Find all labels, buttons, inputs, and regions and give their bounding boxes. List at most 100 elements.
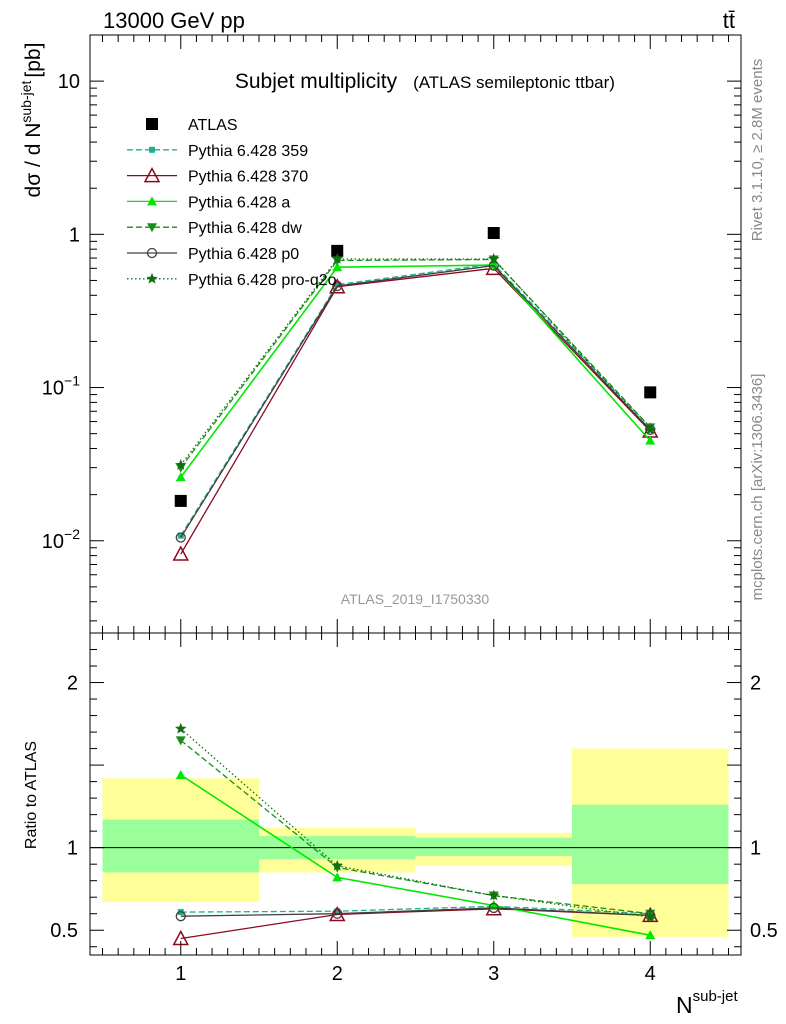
ratio-line-pdw [180, 739, 651, 915]
series-p359 [177, 261, 654, 539]
ratio-line-p359 [180, 905, 651, 915]
analysis-label: ATLAS_2019_I1750330 [341, 591, 490, 607]
legend-marker-pq2o [146, 272, 158, 284]
ratio-y-tick-label: 2 [67, 673, 78, 695]
ratio-point-pq2o [644, 911, 656, 922]
series-atlas [174, 227, 657, 507]
x-tick-label: 4 [645, 963, 656, 985]
legend: ATLAS Pythia 6.428 359 Pythia 6.428 370 Pyt… [127, 117, 337, 289]
legend-label: Pythia 6.428 pro-q2o [188, 272, 337, 289]
legend-item: Pythia 6.428 359 [127, 143, 308, 160]
legend-label: Pythia 6.428 370 [188, 169, 308, 186]
series-line-p370 [180, 267, 651, 555]
ratio-point-pa [488, 900, 499, 910]
data-point-pq2o [331, 253, 343, 264]
legend-label: ATLAS [188, 117, 238, 134]
data-point-p359 [334, 281, 341, 288]
chart-title: Subjet multiplicity [235, 70, 398, 93]
y-tick-label: 10 [58, 71, 80, 93]
data-point-p359 [177, 532, 184, 539]
y-tick-label: 1 [69, 224, 80, 246]
ratio-point-p359 [334, 908, 341, 915]
energy-label: 13000 GeV pp [103, 8, 245, 33]
data-point-pq2o [175, 459, 187, 470]
x-tick-label: 3 [488, 963, 499, 985]
legend-label: Pythia 6.428 a [188, 194, 290, 211]
x-axis-label: Nsub-jet [676, 988, 738, 1018]
ratio-y-tick-label-right: 1 [750, 838, 761, 860]
chart-subtitle: (ATLAS semileptonic ttbar) [413, 73, 615, 92]
legend-item: Pythia 6.428 pro-q2o [127, 272, 337, 289]
data-point-atlas [487, 227, 500, 240]
data-point-atlas [331, 244, 344, 257]
y-axis-label: dσ / d Nsub-jet[pb] [18, 43, 45, 198]
data-point-pp0 [332, 280, 343, 292]
series-line-pp0 [180, 264, 651, 538]
series-line-pq2o [180, 258, 651, 466]
x-tick-label: 1 [175, 963, 186, 985]
legend-marker-p370 [143, 167, 161, 183]
series-line-pdw [180, 258, 651, 469]
ratio-y-tick-label: 1 [67, 838, 78, 860]
ratio-point-pq2o [175, 722, 187, 734]
ratio-point-pp0 [175, 911, 186, 922]
legend-item: Pythia 6.428 dw [127, 220, 302, 237]
ratio-point-pa [645, 930, 656, 940]
data-point-atlas [644, 386, 657, 399]
legend-label: Pythia 6.428 359 [188, 143, 308, 160]
ratio-point-pa [175, 770, 186, 780]
stat-uncertainty-band [102, 819, 260, 873]
series-pp0 [175, 260, 656, 543]
data-point-pa [645, 435, 656, 445]
ratio-point-pa [332, 872, 343, 882]
data-point-atlas [174, 494, 187, 507]
legend-marker-pdw [147, 223, 157, 233]
data-point-pa [488, 260, 499, 270]
data-point-pa [175, 472, 186, 482]
legend-label: Pythia 6.428 p0 [188, 246, 299, 263]
legend-marker-pa [147, 196, 157, 206]
series-pa [175, 260, 656, 482]
ratio-y-tick-label-right: 0.5 [750, 920, 778, 942]
ratio-y-tick-label-right: 2 [750, 673, 761, 695]
ratio-point-pp0 [332, 908, 343, 919]
ratio-point-pq2o [331, 859, 343, 871]
ratio-point-pq2o [488, 889, 500, 901]
legend-marker-atlas [146, 118, 158, 130]
data-point-p370 [328, 278, 346, 294]
data-point-pdw [175, 463, 186, 473]
mcplots-label: mcplots.cern.ch [arXiv:1306.3436] [749, 374, 766, 601]
ratio-series-pq2o [175, 722, 656, 922]
ratio-line-pa [180, 774, 651, 936]
series-p370 [172, 259, 659, 561]
data-point-pq2o [644, 423, 656, 435]
legend-label: Pythia 6.428 dw [188, 220, 302, 237]
ratio-series-pa [175, 770, 656, 940]
data-point-pa [332, 262, 343, 272]
legend-marker-p359 [149, 146, 155, 153]
legend-marker-pp0 [146, 247, 158, 259]
process-label: tt̄ [723, 8, 735, 33]
y-tick-label: 10−2 [42, 526, 80, 553]
series-pq2o [175, 253, 656, 470]
ratio-point-pdw [175, 736, 186, 746]
series-line-p359 [180, 263, 651, 536]
legend-item: Pythia 6.428 a [127, 194, 290, 211]
x-tick-label: 2 [332, 963, 343, 985]
rivet-version-label: Rivet 3.1.10, ≥ 2.8M events [749, 59, 766, 242]
data-point-pq2o [488, 253, 500, 264]
ratio-line-pp0 [180, 907, 651, 917]
stat-uncertainty-band [415, 837, 572, 856]
series-line-pa [180, 264, 651, 478]
y-tick-label: 10−1 [42, 373, 80, 400]
legend-item: Pythia 6.428 p0 [127, 246, 299, 263]
data-point-pp0 [175, 532, 186, 543]
data-point-p370 [172, 545, 190, 561]
legend-item: ATLAS [146, 117, 238, 134]
ratio-point-pp0 [488, 902, 499, 914]
stat-uncertainty-band [571, 804, 729, 884]
ratio-y-axis-label: Ratio to ATLAS [23, 741, 40, 849]
legend-item: Pythia 6.428 370 [127, 167, 308, 186]
ratio-y-tick-label: 0.5 [50, 920, 78, 942]
